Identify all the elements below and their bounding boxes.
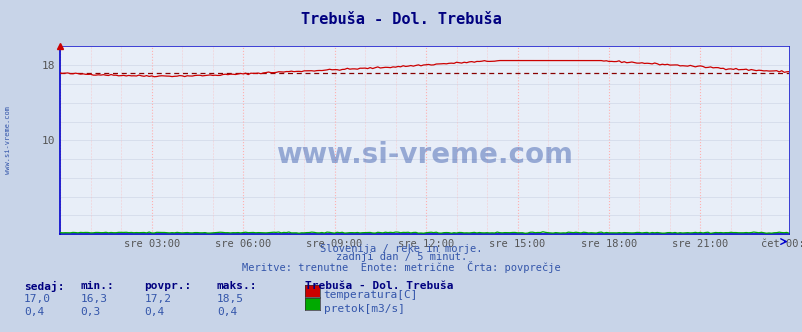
Text: Trebuša - Dol. Trebuša: Trebuša - Dol. Trebuša — [305, 281, 453, 290]
Text: 18,5: 18,5 — [217, 294, 244, 304]
Text: www.si-vreme.com: www.si-vreme.com — [276, 141, 573, 169]
Text: 17,0: 17,0 — [24, 294, 51, 304]
Text: 0,4: 0,4 — [144, 307, 164, 317]
Text: Meritve: trenutne  Enote: metrične  Črta: povprečje: Meritve: trenutne Enote: metrične Črta: … — [242, 261, 560, 273]
Text: temperatura[C]: temperatura[C] — [323, 290, 418, 300]
Text: povpr.:: povpr.: — [144, 281, 192, 290]
Text: pretok[m3/s]: pretok[m3/s] — [323, 304, 404, 314]
Text: www.si-vreme.com: www.si-vreme.com — [5, 106, 11, 174]
Text: Slovenija / reke in morje.: Slovenija / reke in morje. — [320, 244, 482, 254]
Text: 17,2: 17,2 — [144, 294, 172, 304]
Text: min.:: min.: — [80, 281, 114, 290]
Text: 0,3: 0,3 — [80, 307, 100, 317]
Text: zadnji dan / 5 minut.: zadnji dan / 5 minut. — [335, 252, 467, 262]
Text: maks.:: maks.: — [217, 281, 257, 290]
Text: 16,3: 16,3 — [80, 294, 107, 304]
Text: Trebuša - Dol. Trebuša: Trebuša - Dol. Trebuša — [301, 12, 501, 27]
Text: 0,4: 0,4 — [217, 307, 237, 317]
Text: sedaj:: sedaj: — [24, 281, 64, 291]
Text: 0,4: 0,4 — [24, 307, 44, 317]
